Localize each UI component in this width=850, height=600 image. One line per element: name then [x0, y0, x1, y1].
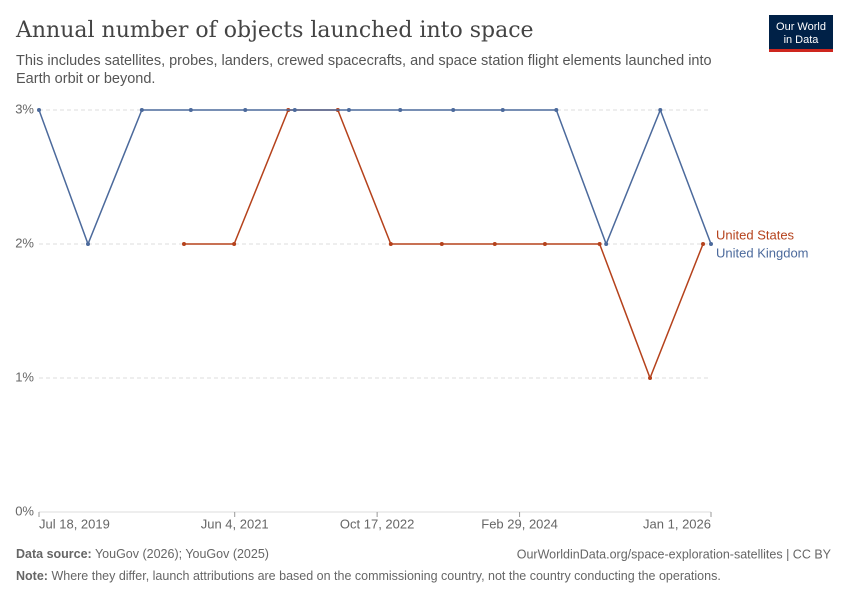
x-tick-label: Jul 18, 2019 [39, 516, 110, 531]
legend-label: United States [716, 227, 795, 242]
y-tick-label: 0% [15, 503, 34, 518]
x-tick-label: Jun 4, 2021 [201, 516, 269, 531]
y-tick-label: 3% [15, 101, 34, 116]
point [398, 108, 403, 112]
point [658, 108, 663, 112]
point [243, 108, 248, 112]
point [701, 242, 706, 246]
point [139, 108, 144, 112]
point [604, 242, 609, 246]
point [492, 242, 497, 246]
source-text: YouGov (2026); YouGov (2025) [95, 547, 269, 561]
point [346, 108, 351, 112]
point [648, 376, 653, 380]
x-tick-label: Oct 17, 2022 [340, 516, 414, 531]
chart-title: Annual number of objects launched into s… [15, 18, 534, 43]
point [439, 242, 444, 246]
y-tick-label: 2% [15, 235, 34, 250]
point [388, 242, 393, 246]
note: Note: Where they differ, launch attribut… [16, 569, 721, 583]
note-label: Note: [16, 569, 48, 583]
point [500, 108, 505, 112]
logo-text: in Data [784, 34, 820, 46]
x-tick-label: Feb 29, 2024 [481, 516, 558, 531]
point [597, 242, 602, 246]
legend-label: United Kingdom [716, 245, 809, 260]
point [709, 242, 713, 246]
point [554, 108, 559, 112]
point [85, 242, 90, 246]
x-tick-label: Jan 1, 2026 [643, 516, 711, 531]
logo-text: Our World [776, 21, 826, 33]
logo-bar [769, 49, 833, 52]
point [232, 242, 237, 246]
series-line [38, 107, 712, 247]
point [542, 242, 547, 246]
point [188, 108, 193, 112]
subtitle: Earth orbit or beyond. [16, 71, 155, 87]
url[interactable]: OurWorldinData.org/space-exploration-sat… [517, 547, 832, 561]
point [292, 108, 297, 112]
y-tick-label: 1% [15, 369, 34, 384]
source-label: Data source: [16, 547, 92, 561]
note-text: Where they differ, launch attributions a… [51, 569, 720, 583]
point [37, 108, 41, 112]
point [451, 108, 456, 112]
subtitle: This includes satellites, probes, lander… [16, 53, 712, 69]
logo[interactable] [769, 15, 833, 51]
point [181, 242, 186, 246]
source: Data source: YouGov (2026); YouGov (2025… [16, 547, 269, 561]
